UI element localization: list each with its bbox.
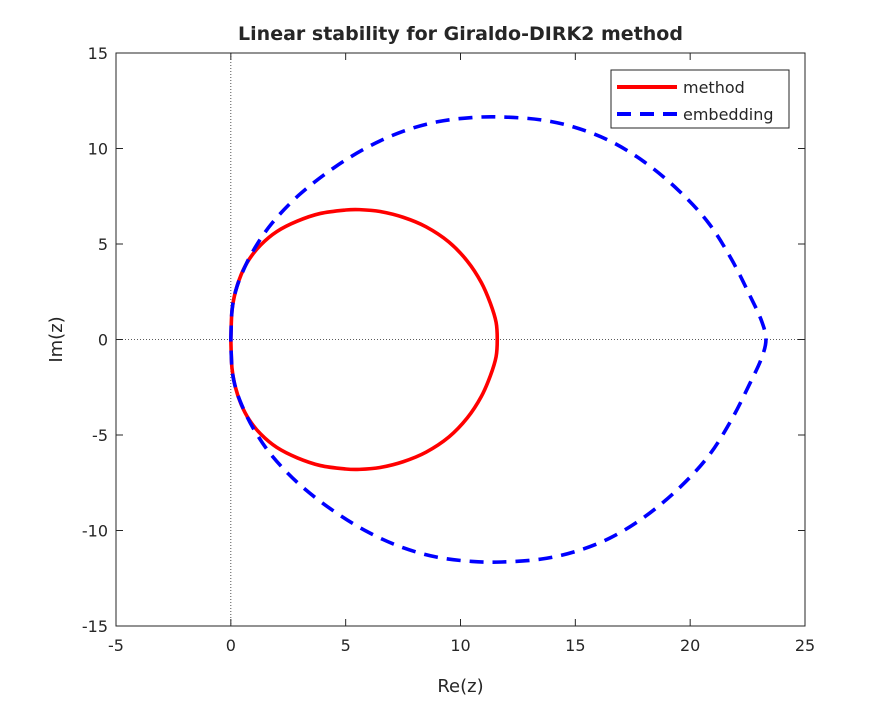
legend-label-embedding: embedding (683, 105, 773, 124)
x-tick-label: 10 (450, 636, 470, 655)
x-tick-label: 5 (341, 636, 351, 655)
x-tick-label: 25 (795, 636, 815, 655)
y-tick-label: 15 (88, 44, 108, 63)
y-tick-label: -10 (82, 522, 108, 541)
y-tick-label: 5 (98, 235, 108, 254)
y-axis-label: Im(z) (46, 316, 67, 362)
x-tick-label: 0 (226, 636, 236, 655)
y-tick-label: 10 (88, 140, 108, 159)
x-axis-label: Re(z) (437, 676, 483, 697)
y-tick-label: 0 (98, 331, 108, 350)
axis-ticks: -5 0 5 10 15 20 25 -15 -10 -5 0 5 10 15 (82, 44, 815, 655)
y-tick-label: -5 (92, 426, 108, 445)
x-tick-label: -5 (108, 636, 124, 655)
x-tick-label: 15 (565, 636, 585, 655)
legend-label-method: method (683, 78, 745, 97)
axes-box (115, 52, 806, 627)
legend-box (610, 69, 790, 129)
legend: method embedding (610, 69, 790, 129)
y-tick-label: -15 (82, 617, 108, 636)
x-tick-label: 20 (680, 636, 700, 655)
series-layer (229, 114, 768, 565)
series-line-embedding (229, 114, 768, 565)
chart-title: Linear stability for Giraldo-DIRK2 metho… (238, 23, 683, 45)
series-line-method (229, 207, 500, 472)
